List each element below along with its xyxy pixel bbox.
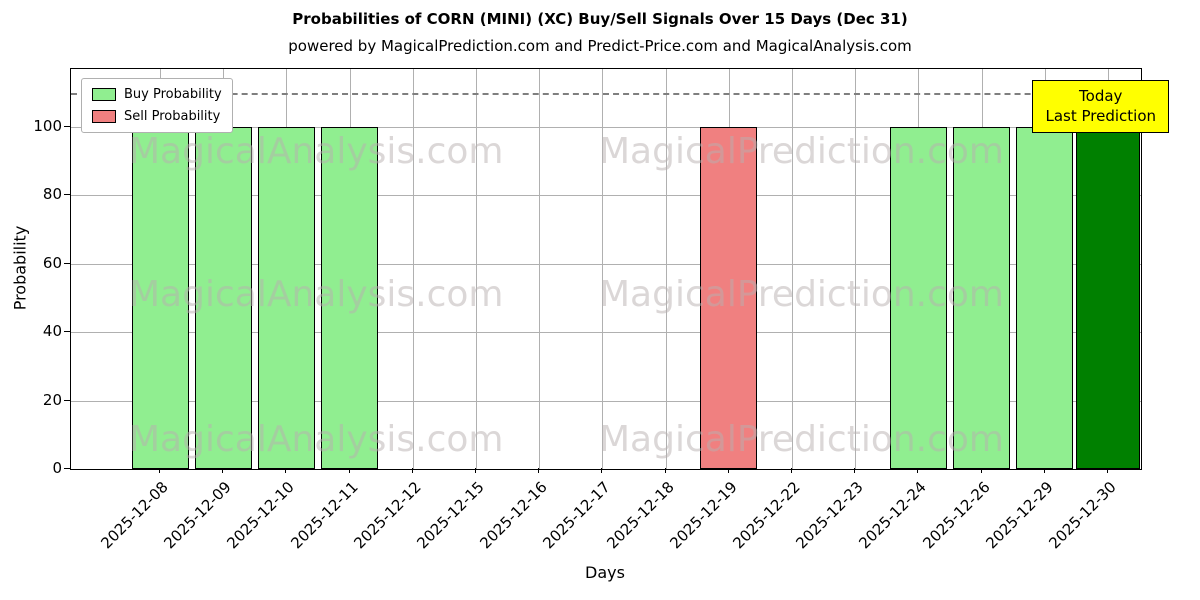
today-bar (1076, 127, 1140, 469)
x-tick-mark (348, 468, 350, 473)
today-annotation-line2: Last Prediction (1045, 107, 1156, 126)
v-gridline (792, 69, 793, 469)
y-tick-mark (64, 262, 70, 264)
legend-label-sell: Sell Probability (124, 109, 221, 124)
buy-bar (1016, 127, 1074, 469)
x-tick-mark (538, 468, 540, 473)
v-gridline (602, 69, 604, 469)
h-gridline (71, 332, 1141, 334)
sell-bar (700, 127, 758, 469)
v-gridline (412, 69, 414, 469)
x-tick-mark (601, 468, 603, 473)
y-tick-mark (64, 468, 70, 469)
x-tick-mark (854, 468, 856, 473)
x-tick-mark (917, 468, 919, 473)
watermark-text: MagicalPrediction.com (599, 131, 1004, 172)
x-tick-mark (664, 468, 666, 473)
x-tick-mark (411, 468, 413, 473)
chart-title: Probabilities of CORN (MINI) (XC) Buy/Se… (292, 10, 908, 28)
x-axis-label: Days (585, 563, 625, 582)
x-tick-mark (1043, 468, 1045, 473)
y-tick-mark (64, 399, 70, 401)
buy-bar (257, 127, 315, 469)
legend-item-buy: Buy Probability (92, 87, 222, 102)
h-gridline (71, 400, 1141, 402)
h-gridline (71, 195, 1141, 197)
y-tick-mark (64, 126, 70, 128)
plot-area: Buy Probability Sell Probability Today L… (70, 68, 1169, 470)
watermark-text: MagicalPrediction.com (599, 419, 1004, 460)
x-tick-mark (475, 468, 476, 473)
x-tick-mark (1107, 468, 1108, 473)
x-tick-mark (222, 468, 224, 473)
watermark-text: MagicalAnalysis.com (129, 131, 504, 172)
sell-probability-swatch (92, 110, 116, 123)
x-tick-mark (727, 468, 729, 473)
y-tick-label: 0 (52, 459, 62, 477)
v-gridline (855, 69, 857, 469)
buy-bar (953, 127, 1011, 469)
v-gridline (665, 69, 667, 469)
v-gridline (476, 69, 477, 469)
x-tick-mark (980, 468, 982, 473)
x-tick-mark (159, 468, 160, 473)
chart-subtitle: powered by MagicalPrediction.com and Pre… (288, 37, 912, 55)
y-tick-label: 80 (42, 185, 62, 204)
y-tick-mark (64, 194, 70, 196)
x-tick-mark (791, 468, 792, 473)
buy-probability-swatch (92, 88, 116, 101)
x-tick-mark (285, 468, 287, 473)
v-gridline (539, 69, 541, 469)
watermark-text: MagicalAnalysis.com (129, 274, 504, 315)
h-gridline (71, 263, 1141, 265)
y-tick-label: 60 (42, 253, 62, 272)
y-tick-label: 20 (42, 390, 62, 409)
y-tick-label: 100 (33, 117, 62, 136)
today-annotation: Today Last Prediction (1032, 80, 1169, 133)
today-annotation-line1: Today (1079, 87, 1123, 105)
buy-bar (889, 127, 947, 469)
watermark-text: MagicalPrediction.com (599, 274, 1004, 315)
y-tick-label: 40 (42, 322, 62, 341)
legend: Buy Probability Sell Probability (81, 78, 233, 133)
buy-bar (321, 127, 379, 469)
watermark-text: MagicalAnalysis.com (129, 419, 504, 460)
legend-label-buy: Buy Probability (124, 87, 222, 102)
buy-bar (131, 127, 189, 469)
legend-item-sell: Sell Probability (92, 109, 222, 124)
h-gridline (71, 127, 1141, 129)
y-tick-mark (64, 331, 70, 333)
threshold-dashed-line (71, 92, 1141, 95)
